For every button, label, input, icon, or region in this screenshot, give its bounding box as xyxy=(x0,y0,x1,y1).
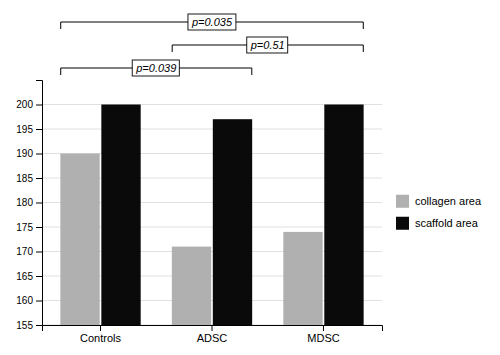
tick-mark xyxy=(36,252,42,253)
bars xyxy=(60,105,363,326)
legend-item: scaffold area xyxy=(396,217,479,230)
tick-mark xyxy=(36,325,42,326)
legend-item: collagen area xyxy=(396,195,482,208)
tick: 165 xyxy=(16,271,42,282)
tick-label: Controls xyxy=(80,332,121,344)
tick-mark xyxy=(323,325,324,331)
tick-label: 160 xyxy=(16,295,33,306)
grid xyxy=(42,105,382,326)
annotations: p=0.039 p=0.51 p=0.035 xyxy=(61,14,364,76)
significance-bracket: p=0.035 xyxy=(61,14,364,30)
tick: Controls xyxy=(80,325,121,344)
tick-mark xyxy=(100,325,101,331)
significance-bracket: p=0.039 xyxy=(61,60,252,76)
axis-line xyxy=(43,326,383,332)
bar xyxy=(324,105,363,326)
annotation: p=0.035 xyxy=(191,16,233,28)
tick-label: 175 xyxy=(16,222,33,233)
tick: 200 xyxy=(16,99,42,110)
annotation-box xyxy=(132,60,179,76)
tick: 180 xyxy=(16,197,42,208)
tick-label: 195 xyxy=(16,124,33,135)
tick: 195 xyxy=(16,124,42,135)
tick-mark xyxy=(36,178,42,179)
y-axis: 155 160 165 170 175 180 185 190 195 200 xyxy=(16,81,42,331)
tick-mark xyxy=(36,301,42,302)
chart: 155 160 165 170 175 180 185 190 195 200 Controls AD… xyxy=(0,0,500,355)
tick-mark xyxy=(36,276,42,277)
tick-mark xyxy=(36,154,42,155)
annotation: p=0.039 xyxy=(135,62,176,74)
bar xyxy=(60,154,99,326)
tick: 170 xyxy=(16,246,42,257)
tick-mark xyxy=(36,129,42,130)
tick: ADSC xyxy=(197,325,228,344)
annotation: p=0.51 xyxy=(250,39,285,51)
x-axis: Controls ADSC MDSC xyxy=(43,325,383,344)
tick-mark xyxy=(36,203,42,204)
bar xyxy=(172,247,211,325)
annotation-box xyxy=(188,14,236,30)
significance-bracket: p=0.51 xyxy=(172,37,363,53)
tick: 190 xyxy=(16,148,42,159)
plot: 155 160 165 170 175 180 185 190 195 200 Controls AD… xyxy=(16,14,482,344)
tick-label: 185 xyxy=(16,173,33,184)
axis-line xyxy=(36,81,43,326)
legend: collagen area scaffold area xyxy=(396,195,482,230)
tick-mark xyxy=(36,227,42,228)
tick-label: MDSC xyxy=(307,332,339,344)
tick-label: 165 xyxy=(16,271,33,282)
legend-swatch xyxy=(396,195,409,208)
legend-swatch xyxy=(396,217,409,230)
annotation-box xyxy=(247,37,288,53)
tick: 155 xyxy=(16,320,42,331)
tick-label: 200 xyxy=(16,99,33,110)
tick-label: 190 xyxy=(16,148,33,159)
legend-label: scaffold area xyxy=(415,217,479,229)
bar xyxy=(101,105,140,326)
tick-label: 155 xyxy=(16,320,33,331)
tick: MDSC xyxy=(307,325,339,344)
tick-mark xyxy=(212,325,213,331)
tick: 160 xyxy=(16,295,42,306)
bar xyxy=(283,232,322,325)
tick-mark xyxy=(36,105,42,106)
tick-label: 170 xyxy=(16,246,33,257)
bar xyxy=(213,119,252,325)
tick: 175 xyxy=(16,222,42,233)
tick-label: ADSC xyxy=(197,332,228,344)
tick-label: 180 xyxy=(16,197,33,208)
legend-label: collagen area xyxy=(415,195,482,207)
tick: 185 xyxy=(16,173,42,184)
